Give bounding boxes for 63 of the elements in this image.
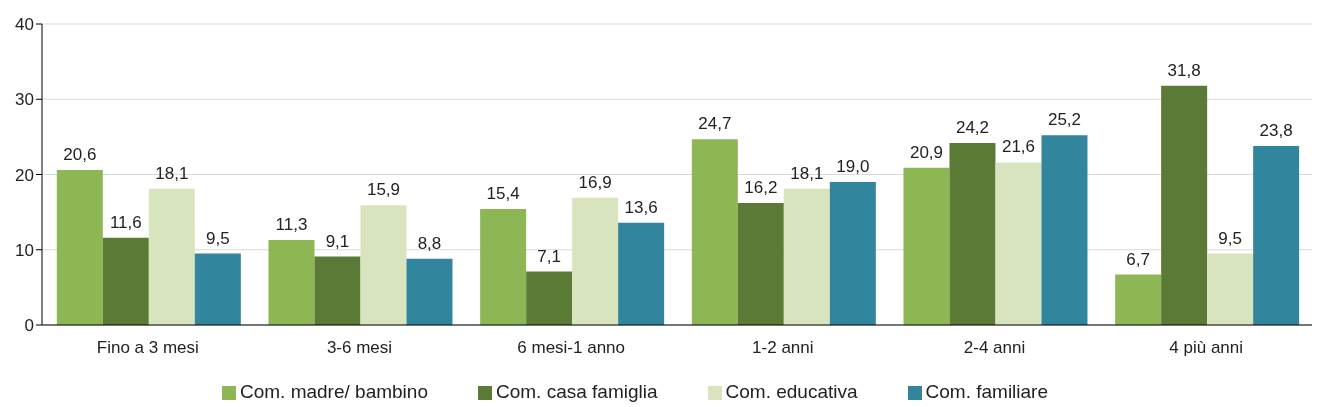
data-label: 31,8 bbox=[1167, 60, 1201, 80]
bar bbox=[526, 271, 573, 325]
data-label: 8,8 bbox=[417, 233, 442, 253]
data-label: 9,1 bbox=[325, 231, 350, 251]
x-tick-label: Fino a 3 mesi bbox=[96, 338, 199, 358]
bar bbox=[903, 167, 950, 325]
data-label: 20,6 bbox=[63, 144, 97, 164]
bar bbox=[1207, 253, 1254, 325]
data-label: 16,2 bbox=[744, 178, 778, 198]
data-label: 7,1 bbox=[537, 246, 561, 266]
data-label: 25,2 bbox=[1047, 110, 1082, 130]
bar bbox=[1041, 135, 1088, 325]
bar bbox=[1253, 145, 1300, 325]
bar bbox=[268, 239, 315, 325]
bar bbox=[783, 188, 830, 325]
bar bbox=[194, 253, 241, 325]
data-label: 11,6 bbox=[109, 212, 142, 232]
bar bbox=[572, 197, 619, 325]
x-tick-label: 3-6 mesi bbox=[326, 338, 393, 358]
bar bbox=[314, 256, 361, 325]
bar bbox=[56, 169, 103, 325]
data-label: 18,1 bbox=[155, 163, 189, 183]
x-tick-label: 4 più anni bbox=[1169, 338, 1244, 358]
legend-label: Com. familiare bbox=[925, 381, 1049, 402]
data-label: 21,6 bbox=[1001, 137, 1036, 157]
bar bbox=[691, 139, 738, 325]
bar bbox=[480, 209, 527, 325]
data-label: 9,5 bbox=[206, 228, 230, 248]
data-label: 23,8 bbox=[1259, 120, 1293, 140]
bar bbox=[949, 142, 996, 325]
legend-label: Com. educativa bbox=[725, 381, 858, 402]
data-label: 18,1 bbox=[790, 163, 824, 183]
data-label: 20,9 bbox=[909, 142, 944, 162]
data-label: 11,3 bbox=[275, 214, 308, 234]
bar bbox=[829, 182, 876, 325]
x-tick-label: 2-4 anni bbox=[963, 338, 1026, 358]
y-tick-label: 0 bbox=[24, 316, 34, 336]
data-label: 15,9 bbox=[366, 180, 401, 200]
bar bbox=[995, 162, 1042, 325]
data-label: 15,4 bbox=[486, 184, 520, 204]
bar bbox=[618, 222, 665, 325]
data-label: 16,9 bbox=[578, 172, 612, 192]
data-label: 24,7 bbox=[698, 114, 732, 134]
data-label: 6,7 bbox=[1126, 249, 1150, 269]
bar bbox=[360, 205, 407, 325]
data-label: 9,5 bbox=[1218, 228, 1242, 248]
bar bbox=[1115, 274, 1162, 325]
bar bbox=[102, 237, 149, 325]
x-tick-label: 6 mesi-1 anno bbox=[517, 338, 626, 358]
legend-label: Com. madre/ bambino bbox=[239, 381, 428, 402]
bar bbox=[406, 258, 453, 325]
bar bbox=[737, 203, 784, 325]
legend-label: Com. casa famiglia bbox=[495, 381, 658, 402]
y-tick-label: 20 bbox=[15, 165, 34, 185]
y-tick-label: 10 bbox=[15, 240, 34, 260]
data-label: 19,0 bbox=[836, 157, 870, 177]
y-tick-label: 40 bbox=[15, 15, 34, 35]
data-label: 13,6 bbox=[624, 197, 658, 217]
data-label: 24,2 bbox=[955, 117, 990, 137]
bar bbox=[148, 188, 195, 325]
y-tick-label: 30 bbox=[15, 90, 34, 110]
x-tick-label: 1-2 anni bbox=[752, 338, 814, 358]
bar bbox=[1161, 85, 1208, 325]
